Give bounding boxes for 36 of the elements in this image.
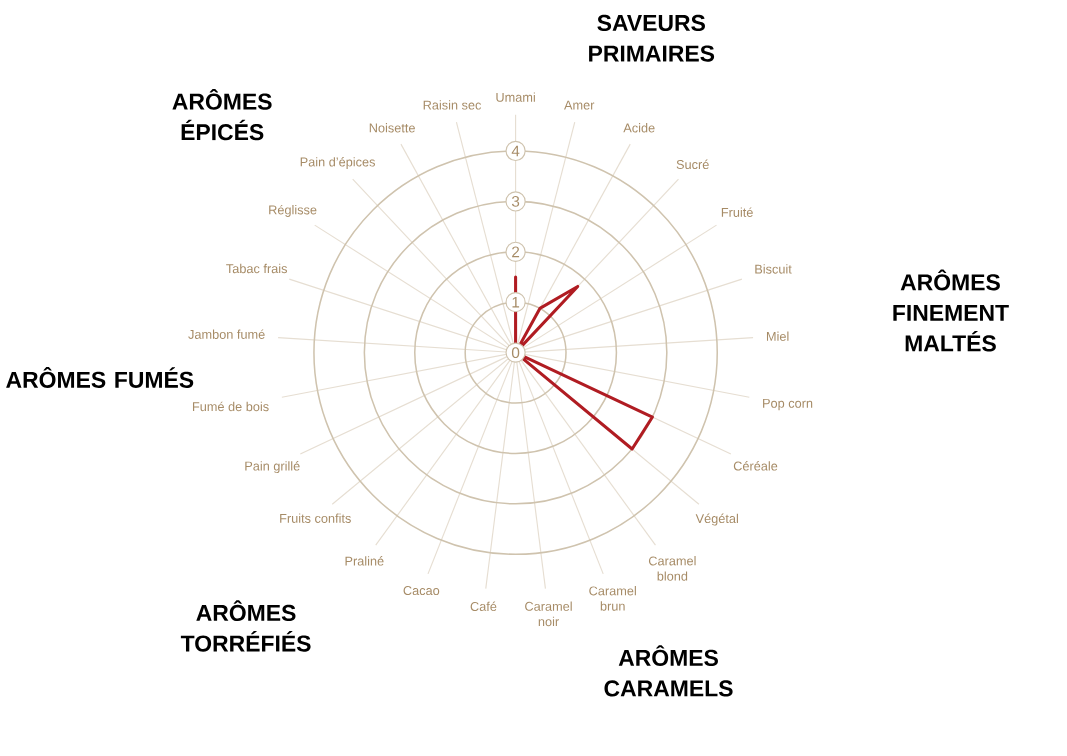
spoke-label: Café: [470, 601, 497, 612]
spoke-label: Pain d’épices: [300, 157, 375, 170]
spoke-label: Miel: [766, 331, 789, 341]
spoke-label: Fruits confits: [280, 513, 351, 523]
spoke-label: Cacao: [403, 586, 440, 596]
y-tick-label: 3: [511, 196, 520, 207]
spoke-label: Réglisse: [269, 204, 317, 217]
y-tick-label: 0: [511, 347, 520, 359]
y-tick-label: 2: [512, 246, 520, 258]
spoke-label: Caramel noir: [525, 601, 572, 627]
y-tick-label: 4: [511, 145, 520, 157]
spoke-label: Umami: [496, 92, 535, 102]
y-tick-label: 1: [512, 296, 520, 308]
text: SAVEURS PRIMAIRES: [589, 14, 715, 62]
spoke-label: Biscuit: [755, 264, 792, 274]
spoke-label: Caramel brun: [589, 586, 636, 611]
text: ARÔMES FUMÉS: [6, 367, 194, 388]
spoke-label: Sucré: [676, 159, 709, 170]
spoke-label: Fumé de bois: [192, 401, 269, 412]
spoke-label: Jambon fumé: [188, 329, 265, 339]
spoke-label: Caramel blond: [648, 556, 696, 581]
text: ARÔMES ÉPICÉS: [172, 89, 272, 141]
text: ARÔMES TORRÉFIÉS: [180, 600, 311, 652]
spoke-label: Pain grillé: [245, 461, 300, 474]
spoke-label: Végétal: [695, 513, 738, 526]
text: ARÔMES FINEMENT MALTÉS: [893, 269, 1009, 352]
spoke-label: Praliné: [345, 556, 384, 566]
spoke-label: Tabac frais: [226, 263, 288, 274]
spoke-label: Amer: [564, 100, 595, 110]
spoke-label: Raisin sec: [423, 100, 482, 110]
text: ARÔMES CARAMELS: [604, 645, 733, 697]
spoke-label: Noisette: [369, 123, 415, 133]
spoke-label: Fruité: [721, 207, 753, 217]
spoke-label: Acide: [623, 123, 655, 133]
spoke-label: Pop corn: [763, 398, 813, 411]
spoke-label: Céréale: [733, 461, 778, 471]
